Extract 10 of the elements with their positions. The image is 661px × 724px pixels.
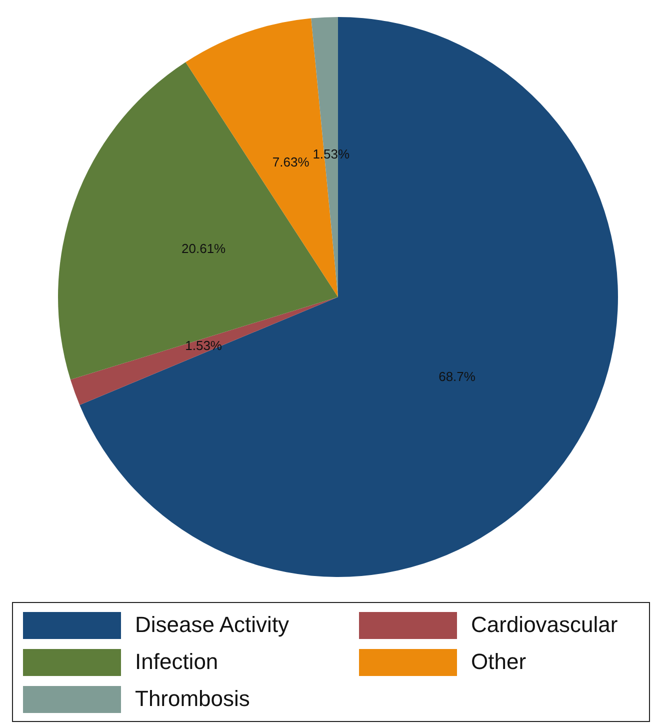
data-label: 20.61% [182, 240, 226, 256]
data-label: 7.63% [272, 154, 310, 170]
legend-label: Cardiovascular [471, 612, 618, 638]
legend-label: Thrombosis [135, 686, 250, 712]
data-label: 68.7% [438, 368, 476, 384]
legend-label: Infection [135, 649, 218, 675]
legend-label: Other [471, 649, 526, 675]
legend-label: Disease Activity [135, 612, 290, 638]
data-label: 1.53% [312, 146, 350, 162]
data-label: 1.53% [185, 338, 222, 354]
